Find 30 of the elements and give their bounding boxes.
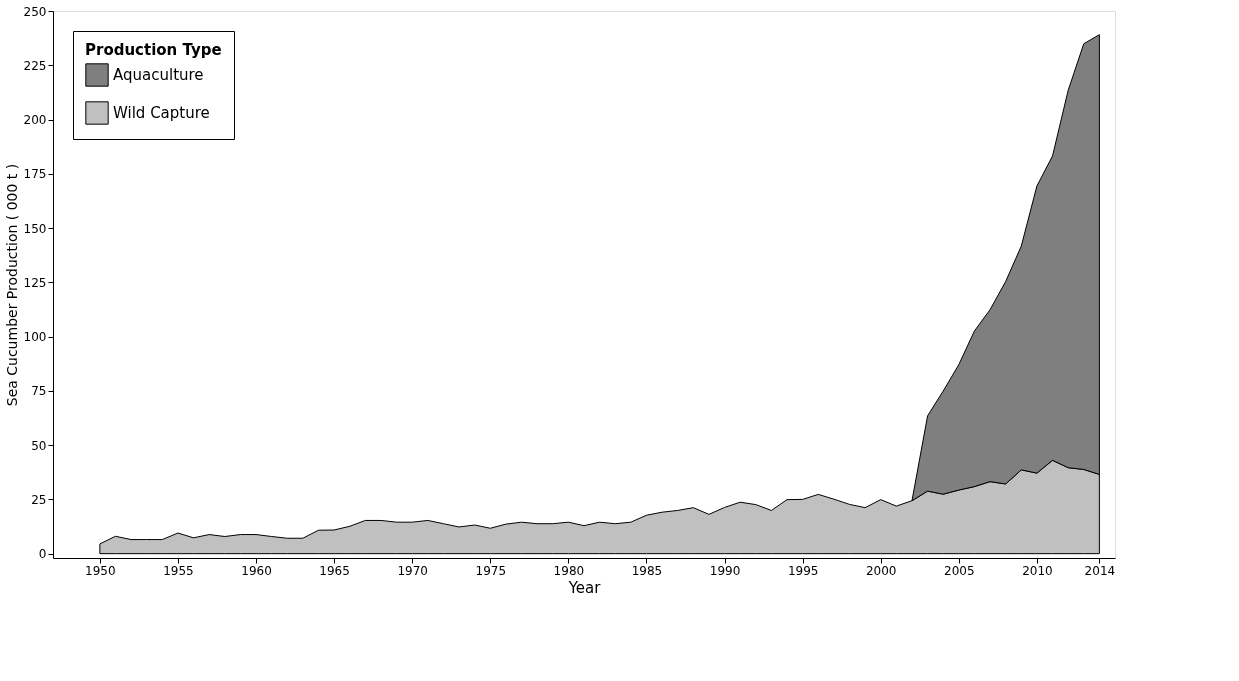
x-tick-label: 2000 xyxy=(865,563,897,578)
y-tick-label: 125 xyxy=(23,275,47,290)
y-tick-label: 75 xyxy=(31,384,47,399)
y-tick-label: 175 xyxy=(23,167,47,182)
legend-title: Production Type xyxy=(85,41,222,59)
x-tick-label: 2014 xyxy=(1084,563,1116,578)
y-tick-label: 150 xyxy=(23,221,47,236)
x-tick-label: 1970 xyxy=(397,563,428,578)
y-tick-label: 0 xyxy=(38,547,47,562)
x-tick-label: 1965 xyxy=(319,563,350,578)
x-tick-label: 1950 xyxy=(85,563,116,578)
x-tick-label: 1985 xyxy=(631,563,663,578)
x-tick-label: 1975 xyxy=(475,563,507,578)
y-tick-label: 200 xyxy=(23,113,47,128)
x-tick-label: 1960 xyxy=(241,563,272,578)
x-tick-label: 1980 xyxy=(553,563,585,578)
y-tick-label: 100 xyxy=(23,330,47,345)
legend-label: Wild Capture xyxy=(113,104,210,122)
y-axis-title: Sea Cucumber Production ( 000 t ) xyxy=(3,163,20,407)
y-tick-label: 25 xyxy=(31,492,47,507)
y-tick-label: 50 xyxy=(31,438,47,453)
x-axis-title: Year xyxy=(567,578,602,597)
y-tick-label: 250 xyxy=(23,4,47,19)
y-tick-label: 225 xyxy=(23,58,47,73)
x-tick-label: 1955 xyxy=(163,563,194,578)
x-tick-label: 2010 xyxy=(1022,563,1053,578)
x-tick-label: 1995 xyxy=(787,563,819,578)
x-tick-label: 1990 xyxy=(709,563,741,578)
x-tick-label: 2005 xyxy=(944,563,975,578)
legend-label: Aquaculture xyxy=(113,66,204,84)
